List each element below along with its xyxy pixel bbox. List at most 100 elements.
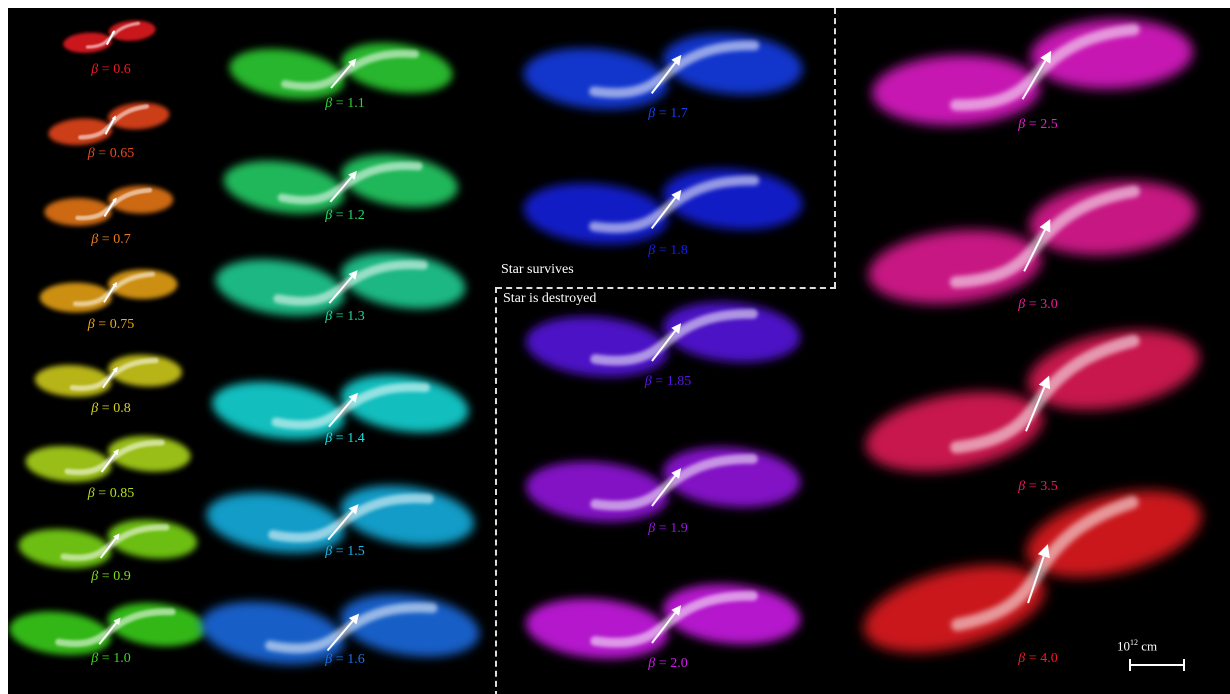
orbit-arrow xyxy=(1023,219,1051,272)
disc-blob xyxy=(525,302,801,377)
beta-value: 1.85 xyxy=(666,374,692,389)
scale-bar xyxy=(1129,659,1185,671)
disc-lobe-right xyxy=(662,168,803,230)
tidal-stream xyxy=(78,104,150,140)
orbit-arrow xyxy=(1025,375,1051,432)
beta-symbol: β xyxy=(1018,297,1026,312)
orbit-arrow xyxy=(650,54,682,94)
disc-lobe-left xyxy=(868,229,1042,304)
divider-horizontal xyxy=(496,287,836,289)
beta-symbol: β xyxy=(87,317,95,332)
tidal-stream xyxy=(589,40,760,99)
beta-label: β = 0.9 xyxy=(91,569,130,585)
disc-lobe-left xyxy=(18,529,112,569)
beta-equals: = xyxy=(655,243,671,258)
tidal-stream xyxy=(72,271,156,307)
tidal-stream xyxy=(950,495,1139,632)
disc-blob xyxy=(872,19,1193,126)
tidal-stream xyxy=(273,260,428,306)
tidal-stream xyxy=(590,590,758,648)
beta-equals: = xyxy=(655,656,671,671)
beta-value: 1.8 xyxy=(670,243,688,258)
beta-value: 1.0 xyxy=(113,651,131,666)
disc-blob xyxy=(18,519,198,569)
beta-value: 4.0 xyxy=(1040,651,1058,666)
divider-vertical-right xyxy=(834,8,836,288)
blob-canvas xyxy=(9,19,1202,665)
tidal-stream xyxy=(69,357,159,391)
beta-label: β = 2.0 xyxy=(648,656,687,672)
beta-value: 0.65 xyxy=(109,146,135,161)
survive-label: Star survives xyxy=(501,262,574,277)
orbit-arrow xyxy=(103,281,118,303)
disc-blob xyxy=(865,330,1200,472)
beta-label: β = 2.5 xyxy=(1018,117,1057,133)
disc-blob xyxy=(525,584,801,659)
orbit-arrow xyxy=(328,392,358,428)
orbit-arrow xyxy=(651,468,682,507)
orbit-arrow xyxy=(102,366,118,389)
beta-symbol: β xyxy=(648,656,656,671)
scale-bar-label: 1012 cm xyxy=(1117,638,1158,654)
beta-equals: = xyxy=(94,486,110,501)
beta-equals: = xyxy=(332,208,348,223)
beta-value: 1.9 xyxy=(670,521,688,536)
disc-lobe-right xyxy=(108,20,156,41)
tidal-stream xyxy=(60,524,170,561)
beta-label: β = 1.2 xyxy=(325,208,364,224)
tidal-stream xyxy=(950,23,1140,111)
beta-symbol: β xyxy=(1018,117,1026,132)
beta-equals: = xyxy=(1025,297,1041,312)
beta-value: 0.9 xyxy=(113,569,131,584)
orbit-arrow xyxy=(650,189,682,229)
beta-symbol: β xyxy=(648,106,656,121)
beta-equals: = xyxy=(1025,117,1041,132)
beta-value: 1.3 xyxy=(347,309,365,324)
disc-lobe-right xyxy=(1029,181,1197,256)
disc-blob xyxy=(868,181,1197,304)
disc-blob xyxy=(212,374,469,440)
beta-label: β = 1.3 xyxy=(325,309,364,325)
beta-label: β = 1.7 xyxy=(648,106,687,122)
beta-equals: = xyxy=(332,309,348,324)
beta-label: β = 3.5 xyxy=(1018,479,1057,495)
beta-value: 0.7 xyxy=(113,232,131,247)
disc-blob xyxy=(34,354,182,397)
beta-symbol: β xyxy=(648,521,656,536)
beta-equals: = xyxy=(651,374,667,389)
beta-symbol: β xyxy=(325,544,333,559)
tidal-stream xyxy=(268,493,434,543)
disc-lobe-right xyxy=(663,447,801,508)
tidal-stream xyxy=(589,175,760,234)
beta-symbol: β xyxy=(648,243,656,258)
disc-blob xyxy=(63,20,156,53)
beta-label: β = 0.6 xyxy=(91,62,130,78)
beta-label: β = 1.1 xyxy=(325,96,364,112)
orbit-arrow xyxy=(329,170,357,203)
tidal-stream xyxy=(950,334,1140,454)
beta-symbol: β xyxy=(87,146,95,161)
beta-equals: = xyxy=(94,146,110,161)
beta-value: 1.4 xyxy=(347,431,365,446)
disc-lobe-right xyxy=(1026,490,1202,577)
beta-value: 1.5 xyxy=(347,544,365,559)
orbit-arrow xyxy=(327,504,359,541)
beta-symbol: β xyxy=(87,486,95,501)
beta-equals: = xyxy=(655,106,671,121)
beta-symbol: β xyxy=(325,431,333,446)
orbit-arrow xyxy=(330,58,357,89)
beta-value: 2.5 xyxy=(1040,117,1058,132)
disc-lobe-left xyxy=(525,461,669,522)
disc-lobe-right xyxy=(107,519,198,559)
disc-blob xyxy=(9,603,206,655)
disc-lobe-left xyxy=(63,32,112,53)
beta-symbol: β xyxy=(644,374,652,389)
disc-lobe-left xyxy=(523,48,669,110)
disc-blob xyxy=(44,185,174,226)
disc-blob xyxy=(39,269,178,313)
beta-symbol: β xyxy=(91,651,99,666)
disc-lobe-right xyxy=(1027,330,1200,410)
orbit-arrow xyxy=(651,323,682,362)
beta-value: 2.0 xyxy=(670,656,688,671)
beta-label: β = 0.7 xyxy=(91,232,130,248)
